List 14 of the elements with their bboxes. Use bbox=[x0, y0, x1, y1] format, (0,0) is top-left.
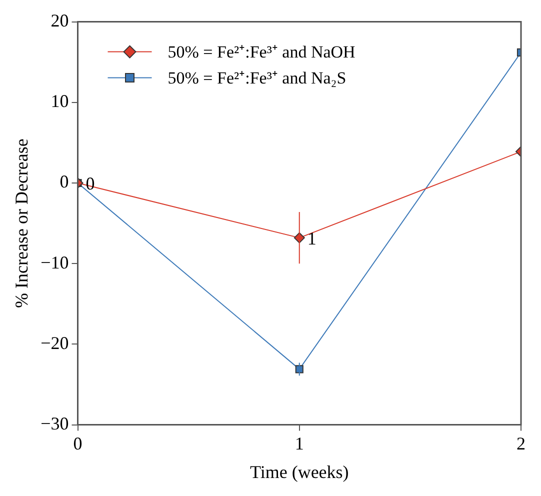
annotation: 1 bbox=[307, 228, 316, 249]
legend-label: 50% = Fe²⁺:Fe³⁺ and NaOH bbox=[168, 42, 356, 62]
y-tick-label: −20 bbox=[40, 332, 69, 353]
y-tick-label: 10 bbox=[50, 91, 69, 112]
x-tick-label: 1 bbox=[294, 433, 304, 454]
x-tick-label: 2 bbox=[516, 433, 526, 454]
y-tick-label: −30 bbox=[40, 414, 69, 434]
x-tick-label: 0 bbox=[73, 433, 82, 454]
y-axis-title: % Increase or Decrease bbox=[12, 138, 32, 308]
y-tick-label: 0 bbox=[60, 172, 69, 192]
x-axis-title: Time (weeks) bbox=[250, 462, 349, 482]
legend-label: 50% = Fe²⁺:Fe³⁺ and Na₂S bbox=[168, 68, 346, 88]
y-tick-label: 20 bbox=[50, 10, 69, 31]
y-tick-label: −10 bbox=[40, 252, 69, 272]
